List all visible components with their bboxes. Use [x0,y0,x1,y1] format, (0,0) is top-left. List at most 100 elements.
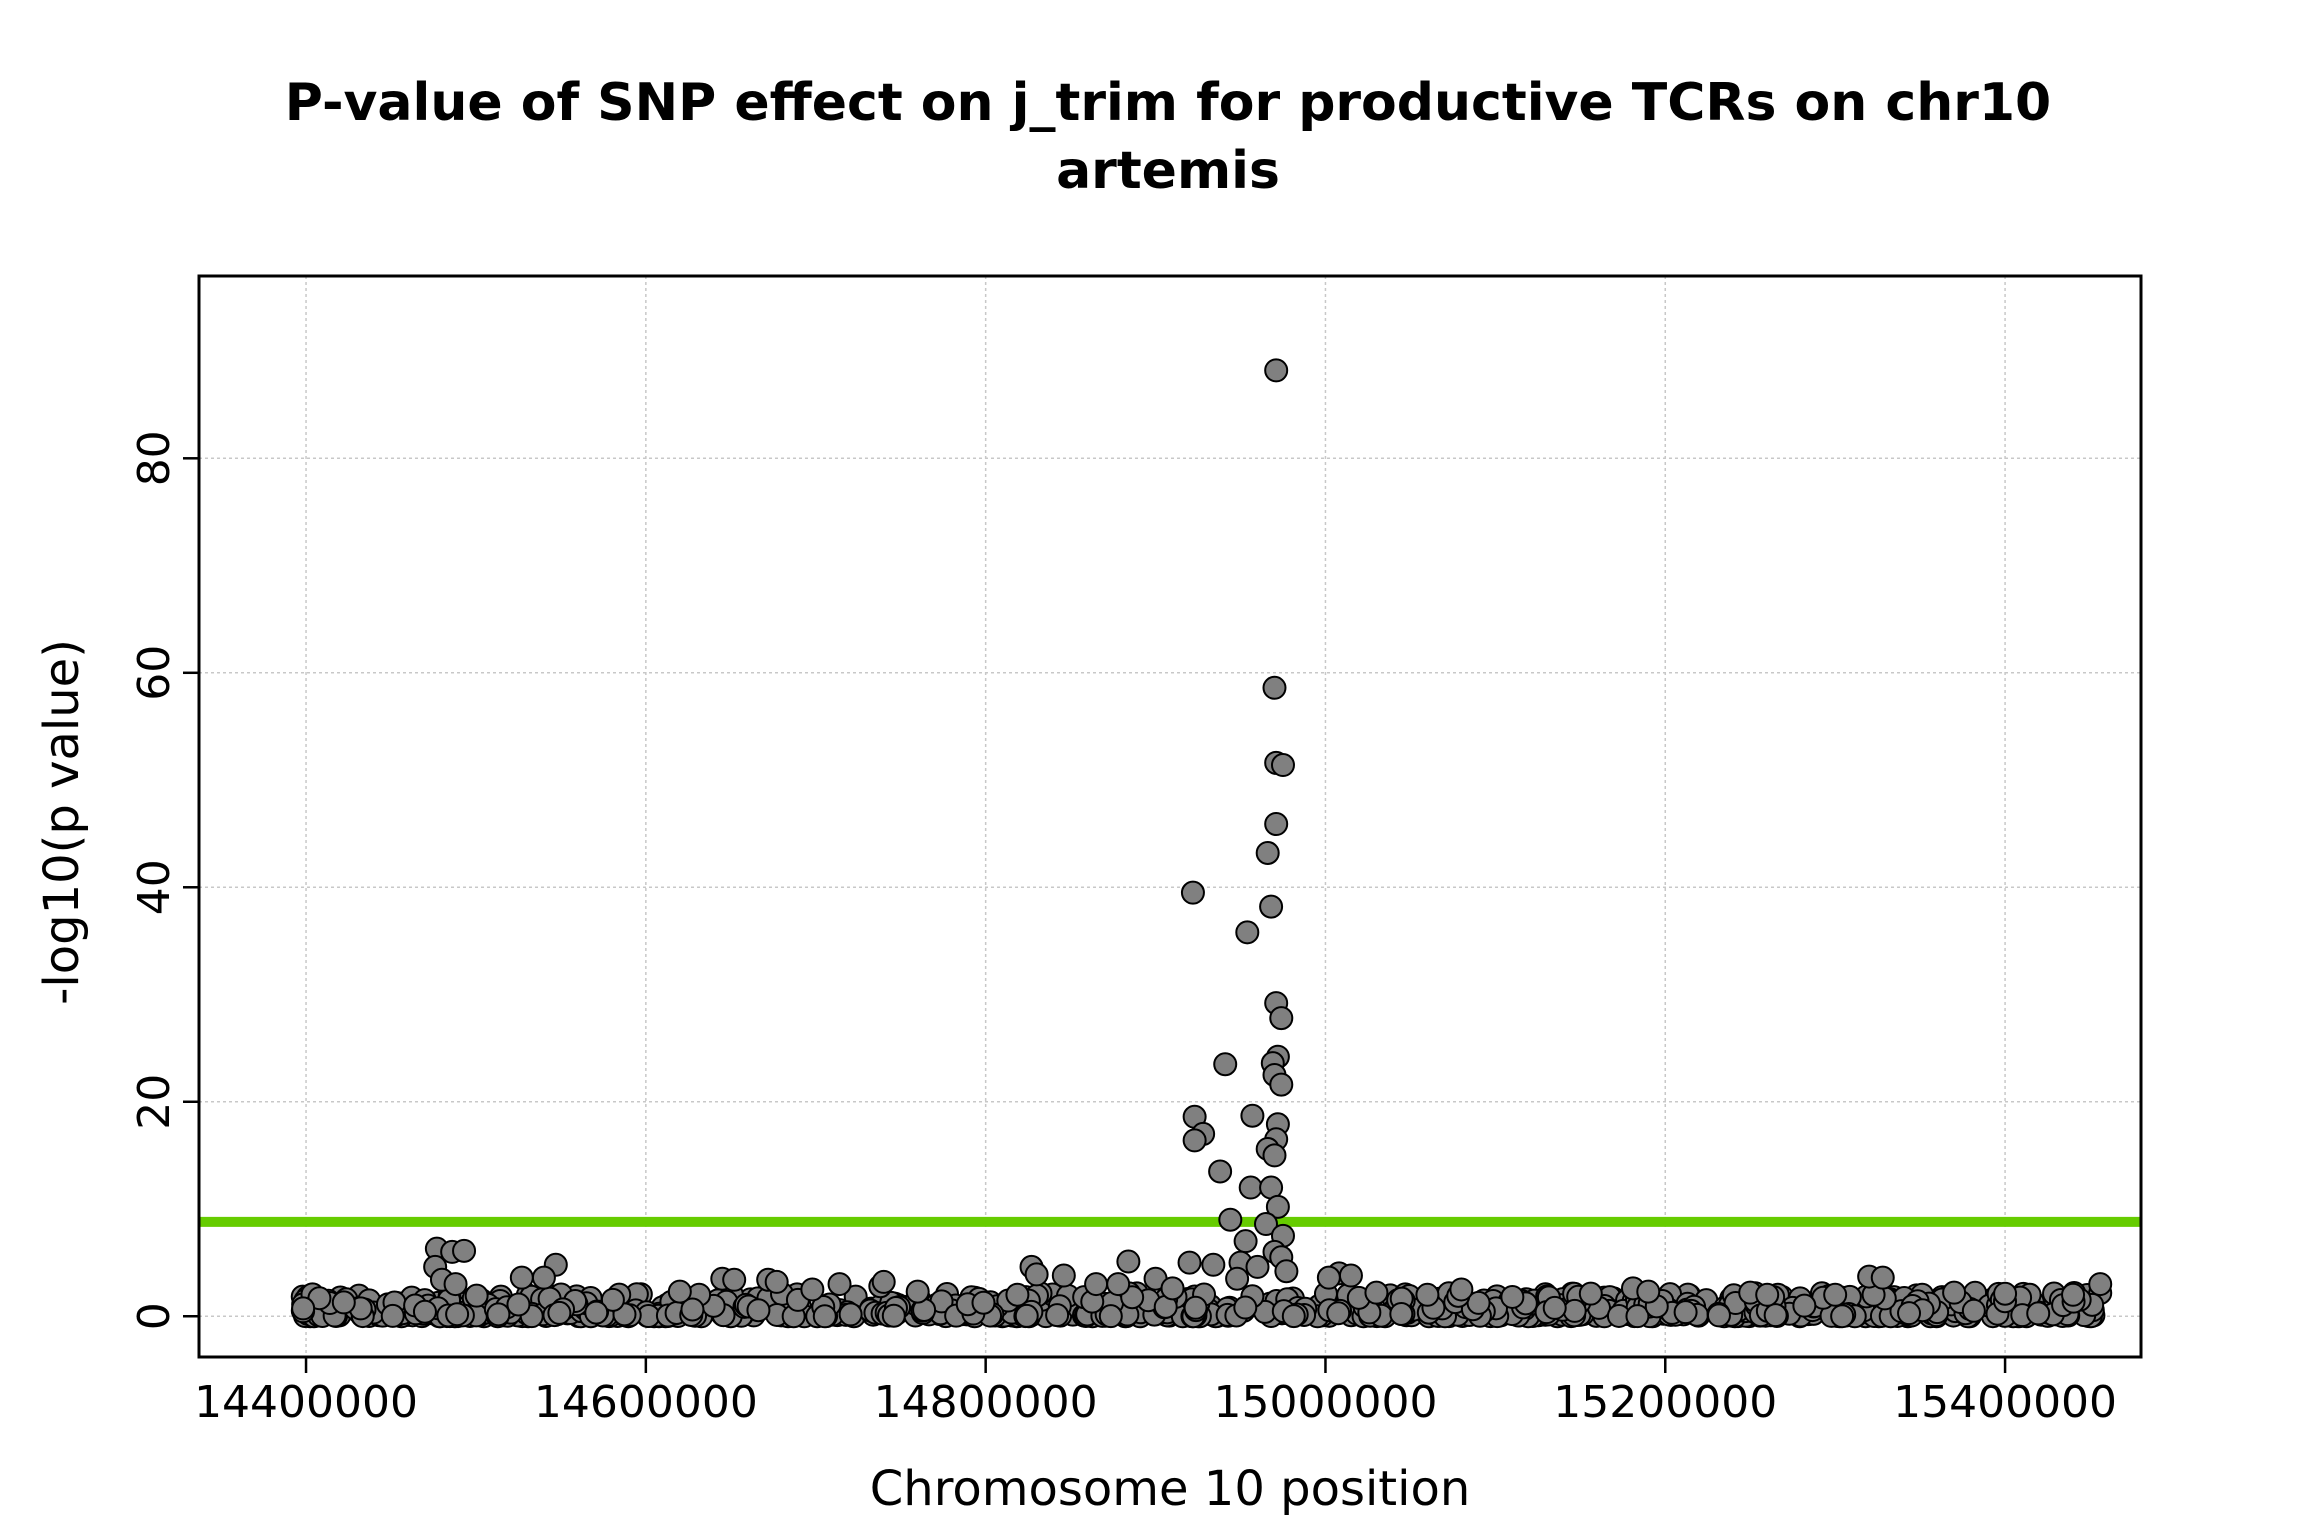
data-point-36 [1201,1252,1226,1277]
y-axis-label: -log10(p value) [34,639,90,1005]
data-point-20 [1182,1128,1207,1153]
data-point-3 [1270,753,1295,778]
data-point-7 [1180,880,1205,905]
data-points [290,358,2113,1329]
x-tick-label-4: 15200000 [1553,1377,1777,1428]
x-axis-label: Chromosome 10 position [870,1461,1471,1517]
data-point-37 [1177,1250,1202,1275]
baseline-point [1005,1282,1030,1307]
data-point-38 [1274,1259,1299,1284]
data-point-77 [1755,1282,1780,1307]
x-tick-label-0: 14400000 [194,1377,418,1428]
data-point-6 [1259,894,1284,919]
baseline-point [2026,1301,2051,1326]
grid-lines [199,276,2141,1357]
data-point-66 [1160,1276,1185,1301]
data-point-68 [1338,1263,1363,1288]
baseline-point [881,1303,906,1328]
baseline-point [1706,1303,1731,1328]
data-point-54 [800,1277,825,1302]
y-axis: 0 20 40 60 80 [129,430,199,1330]
baseline-point [838,1302,863,1327]
y-tick-label-3: 60 [129,645,180,701]
baseline-point [1014,1303,1039,1328]
data-point-70 [1364,1280,1389,1305]
baseline-point [547,1300,572,1325]
data-point-82 [1993,1281,2018,1306]
baseline-point [600,1287,625,1312]
baseline-point [1897,1301,1922,1326]
data-point-75 [1636,1279,1661,1304]
data-point-31 [1233,1229,1258,1254]
baseline-point [380,1303,405,1328]
data-point-84 [2088,1272,2113,1297]
baseline-point [506,1292,531,1317]
baseline-point [1625,1304,1650,1329]
chart-subtitle: artemis [1056,141,1280,201]
baseline-point [1763,1303,1788,1328]
baseline-point [464,1283,489,1308]
baseline-point [331,1290,356,1315]
data-point-39 [1225,1266,1250,1291]
data-point-28 [1218,1207,1243,1232]
data-point-62 [1084,1272,1109,1297]
data-point-69 [1316,1265,1341,1290]
baseline-point [1673,1300,1698,1325]
x-tick-label-1: 14600000 [534,1377,758,1428]
baseline-point [680,1297,705,1322]
data-point-79 [1870,1265,1895,1290]
data-point-1 [1262,675,1287,700]
baseline-point [1792,1293,1817,1318]
baseline-point [1326,1301,1351,1326]
data-point-55 [827,1272,852,1297]
x-tick-label-5: 15400000 [1893,1377,2117,1428]
data-point-10 [1269,1006,1294,1031]
data-point-51 [722,1267,747,1292]
baseline-point [971,1290,996,1315]
y-tick-label-2: 40 [129,859,180,915]
data-point-60 [1024,1262,1049,1287]
data-point-24 [1208,1159,1233,1184]
baseline-point [746,1298,771,1323]
baseline-point [1233,1295,1258,1320]
data-point-49 [667,1279,692,1304]
plot-frame [197,274,2143,1359]
data-point-47 [531,1265,556,1290]
data-point-8 [1235,920,1260,945]
y-tick-label-1: 20 [129,1074,180,1130]
data-point-58 [905,1279,930,1304]
baseline-point [412,1299,437,1324]
baseline-point [1183,1295,1208,1320]
data-point-14 [1269,1072,1294,1097]
baseline-point [584,1300,609,1325]
data-point-83 [2061,1282,2086,1307]
data-point-72 [1449,1277,1474,1302]
x-axis: 14400000 14600000 14800000 15000000 15200000… [194,1356,2117,1428]
data-point-29 [1253,1212,1278,1237]
baseline-point [1389,1301,1414,1326]
baseline-point [486,1302,511,1327]
x-tick-label-3: 15000000 [1213,1377,1437,1428]
data-point-25 [1238,1175,1263,1200]
data-point-81 [1942,1280,1967,1305]
data-point-80 [1823,1282,1848,1307]
data-point-35 [1245,1254,1270,1279]
data-point-64 [1106,1272,1131,1297]
x-tick-label-2: 14800000 [874,1377,1098,1428]
data-point-57 [871,1269,896,1294]
baseline-point [1562,1298,1587,1323]
data-point-4 [1264,812,1289,837]
baseline-point [1045,1303,1070,1328]
data-point-23 [1262,1143,1287,1168]
data-point-0 [1264,358,1289,383]
data-point-73 [1500,1284,1525,1309]
data-point-53 [764,1269,789,1294]
chart-title: P-value of SNP effect on j_trim for prod… [285,73,2051,133]
baseline-point [812,1304,837,1329]
data-point-63 [1116,1249,1141,1274]
baseline-point [1830,1304,1855,1329]
baseline-point [1098,1304,1123,1329]
baseline-point [1578,1281,1603,1306]
